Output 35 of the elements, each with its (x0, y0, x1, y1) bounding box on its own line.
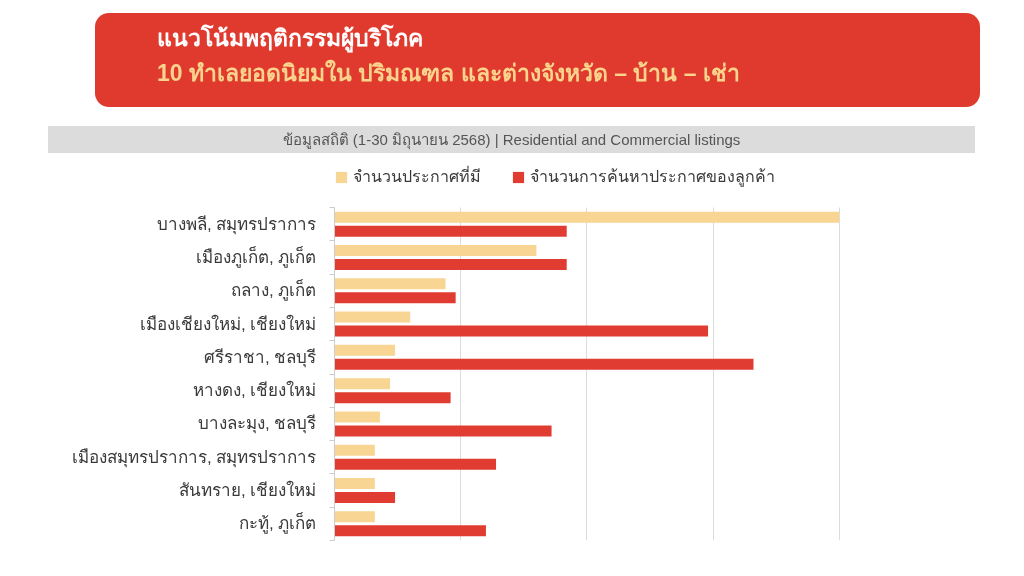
bar (334, 411, 380, 423)
y-tick-label: บางพลี, สมุทรปราการ (157, 214, 317, 235)
bar (334, 478, 375, 490)
y-tick-label: เมืองสมุทรปราการ, สมุทรปราการ (72, 447, 317, 468)
y-tick-label: หางดง, เชียงใหม่ (193, 380, 317, 401)
bar (334, 344, 396, 356)
y-tick-label: ศรีราชา, ชลบุรี (204, 347, 317, 368)
text: ข้อมูลสถิติ (1-30 มิถุนายน 2568) | Residential and Commercial listings (48, 126, 975, 153)
bar (334, 211, 840, 223)
bar (334, 425, 552, 437)
bar (334, 525, 486, 537)
bar (334, 244, 537, 256)
legend-label: จำนวนการค้นหาประกาศของลูกค้า (530, 167, 775, 189)
y-tick-label: เมืองภูเก็ต, ภูเก็ต (196, 245, 317, 268)
bar (334, 278, 446, 290)
bar (334, 492, 396, 504)
y-tick-label: กะทู้, ภูเก็ต (239, 512, 317, 535)
bar (334, 292, 456, 304)
bar (334, 258, 567, 270)
bar (334, 358, 754, 370)
bar (334, 311, 411, 323)
y-tick-label: เมืองเชียงใหม่, เชียงใหม่ (140, 313, 317, 334)
bar (334, 458, 497, 470)
bar (334, 378, 391, 390)
y-tick-label: บางละมุง, ชลบุรี (198, 414, 317, 435)
bar (334, 444, 375, 456)
legend-label: จำนวนประกาศที่มี (353, 165, 481, 187)
y-tick-label: สันทราย, เชียงใหม่ (179, 480, 317, 501)
bar (334, 392, 451, 404)
chart-subtitle: 10 ทำเลยอดนิยมใน ปริมณฑล และต่างจังหวัด – บ้าน – เช่า (157, 58, 740, 88)
chart-title: แนวโน้มพฤติกรรมผู้บริโภค (157, 23, 423, 55)
bar (334, 325, 709, 337)
bar (334, 511, 375, 523)
y-tick-label: ถลาง, ภูเก็ต (231, 279, 317, 302)
bar (334, 225, 567, 237)
